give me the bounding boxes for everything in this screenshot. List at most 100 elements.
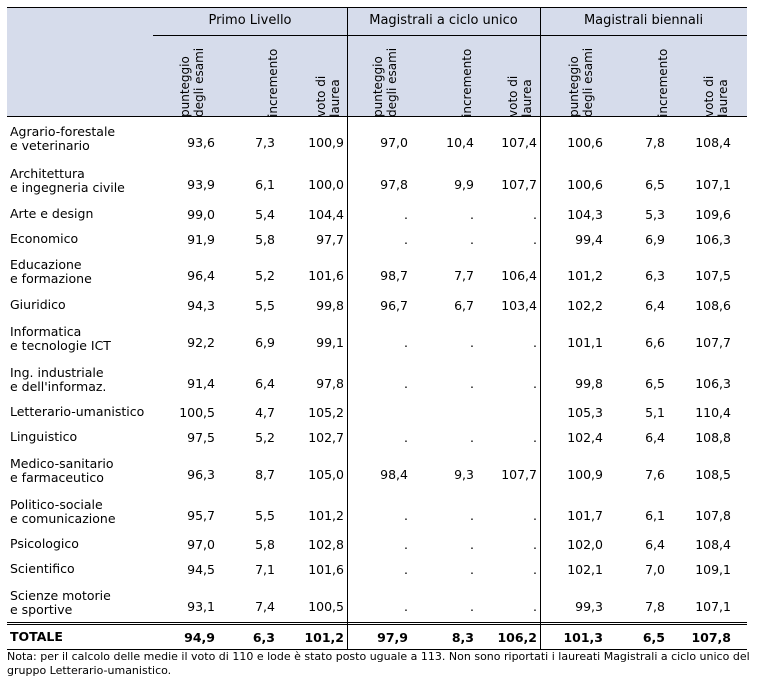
table-row: Scientifico 94,5 7,1 101,6... 102,1 7,0 109,1 <box>7 557 747 581</box>
row-label: Letterario-umanistico <box>10 404 145 419</box>
table-note: Nota: per il calcolo delle medie il voto… <box>7 650 750 677</box>
table-cell: 107,7 <box>501 467 537 482</box>
table-cell: 101,6 <box>308 268 344 283</box>
table-cell: 101,2 <box>304 630 344 645</box>
table-cell: . <box>470 562 474 577</box>
row-label: Educazione e formazione <box>10 257 92 286</box>
table-cell: 6,4 <box>255 376 275 391</box>
table-cell: 7,6 <box>645 467 665 482</box>
table-cell: . <box>404 430 408 445</box>
table-row: Educazione e formazione 96,4 5,2 101,6 98,7 7,… <box>7 251 747 292</box>
table-cell: . <box>470 232 474 247</box>
table-cell: 100,6 <box>567 135 603 150</box>
table-cell: 99,4 <box>575 232 603 247</box>
table-cell: 104,4 <box>308 207 344 222</box>
table-row: Psicologico 97,0 5,8 102,8... 102,0 6,4 108,4 <box>7 532 747 556</box>
table-cell: 6,7 <box>454 298 474 313</box>
table-cell: . <box>470 599 474 614</box>
table-cell: 102,4 <box>567 430 603 445</box>
table-cell: 7,3 <box>255 135 275 150</box>
table-cell: 93,1 <box>187 599 215 614</box>
table-cell: 7,0 <box>645 562 665 577</box>
table-cell: 96,7 <box>380 298 408 313</box>
table-cell: . <box>533 376 537 391</box>
table-cell: 5,8 <box>255 232 275 247</box>
table-cell: . <box>404 508 408 523</box>
table-cell: 7,1 <box>255 562 275 577</box>
table-cell: 5,8 <box>255 537 275 552</box>
table-cell: 5,2 <box>255 430 275 445</box>
table-cell: 97,8 <box>380 177 408 192</box>
table-cell: 6,3 <box>252 630 275 645</box>
total-row: TOTALE 94,9 6,3 101,2 97,9 8,3 106,2 101,3 6,5 10… <box>7 625 747 649</box>
row-label: Ing. industriale e dell'informaz. <box>10 365 107 394</box>
table-cell: 94,3 <box>187 298 215 313</box>
table-cell: 108,6 <box>695 298 731 313</box>
table-cell: . <box>470 508 474 523</box>
table-cell: 6,6 <box>645 335 665 350</box>
table-cell: 105,0 <box>308 467 344 482</box>
table-cell: . <box>404 232 408 247</box>
table-cell: 101,2 <box>308 508 344 523</box>
table-cell: . <box>533 537 537 552</box>
row-label: Psicologico <box>10 536 79 551</box>
table-cell: . <box>404 599 408 614</box>
table-cell: 102,8 <box>308 537 344 552</box>
table-cell: . <box>470 207 474 222</box>
row-label: Arte e design <box>10 206 94 221</box>
table-cell: 99,8 <box>575 376 603 391</box>
table-cell: 94,9 <box>184 630 215 645</box>
table-row: Ing. industriale e dell'informaz. 91,4 6,4 9… <box>7 359 747 400</box>
table-cell: 110,4 <box>695 405 731 420</box>
table-cell: 108,8 <box>695 430 731 445</box>
table-cell: 98,4 <box>380 467 408 482</box>
table-cell: 7,8 <box>645 599 665 614</box>
table-cell: 106,4 <box>501 268 537 283</box>
table-cell: 6,4 <box>645 298 665 313</box>
group-header-magistrali-ciclo-unico: Magistrali a ciclo unico <box>369 13 518 28</box>
row-label: TOTALE <box>10 629 63 644</box>
table-cell: 107,8 <box>695 508 731 523</box>
table-divider <box>7 649 747 650</box>
table-cell: 6,4 <box>645 430 665 445</box>
table-cell: 106,3 <box>695 232 731 247</box>
table-cell: 101,3 <box>563 630 603 645</box>
table-divider <box>347 7 348 649</box>
table-cell: 6,9 <box>645 232 665 247</box>
table-cell: 6,1 <box>255 177 275 192</box>
table-row: Letterario-umanistico 100,5 4,7 105,2 105,3 5… <box>7 400 747 424</box>
table-cell: 101,1 <box>567 335 603 350</box>
table-cell: . <box>470 537 474 552</box>
table-cell: 106,2 <box>497 630 537 645</box>
group-header-magistrali-biennali: Magistrali biennali <box>583 13 704 28</box>
table-cell: 101,2 <box>567 268 603 283</box>
table-cell: 93,9 <box>187 177 215 192</box>
row-label: Giuridico <box>10 297 66 312</box>
results-table: Primo Livello Magistrali a ciclo unico M… <box>7 7 747 650</box>
table-cell: 8,7 <box>255 467 275 482</box>
table-divider <box>7 622 747 623</box>
table-header: Primo Livello Magistrali a ciclo unico M… <box>7 7 747 117</box>
table-cell: 5,2 <box>255 268 275 283</box>
table-cell: 104,3 <box>567 207 603 222</box>
table-cell: 100,0 <box>308 177 344 192</box>
table-cell: 5,3 <box>645 207 665 222</box>
table-cell: 5,1 <box>645 405 665 420</box>
subheader-voto: laurea <box>520 79 534 117</box>
table-cell: 99,0 <box>187 207 215 222</box>
table-cell: 99,8 <box>316 298 344 313</box>
table-cell: 100,6 <box>567 177 603 192</box>
table-cell: 94,5 <box>187 562 215 577</box>
table-cell: 102,1 <box>567 562 603 577</box>
table-divider <box>7 7 747 8</box>
table-cell: 96,3 <box>187 467 215 482</box>
table-cell: 96,4 <box>187 268 215 283</box>
table-cell: 91,4 <box>187 376 215 391</box>
table-cell: 105,3 <box>567 405 603 420</box>
table-row: Economico 91,9 5,8 97,7... 99,4 6,9 106,3 <box>7 227 747 251</box>
table-cell: 6,3 <box>645 268 665 283</box>
table-cell: 7,8 <box>645 135 665 150</box>
table-row: Architettura e ingegneria civile 93,9 6,1 10… <box>7 160 747 201</box>
table-cell: 4,7 <box>255 405 275 420</box>
table-cell: 107,7 <box>695 335 731 350</box>
